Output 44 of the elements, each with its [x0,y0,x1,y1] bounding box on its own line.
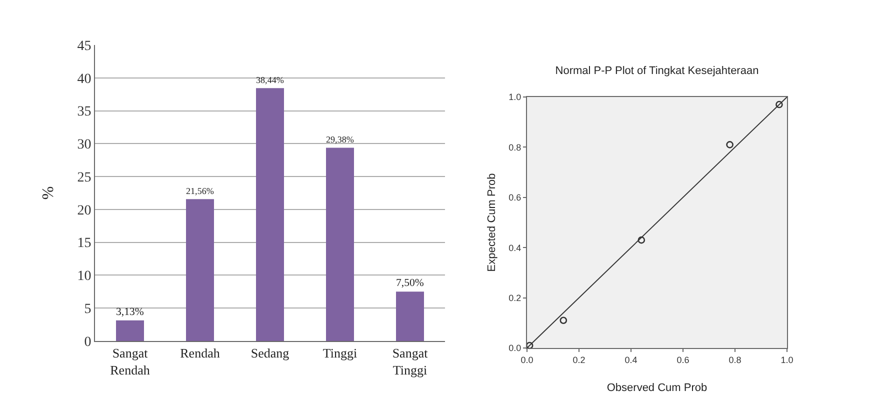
y-axis-title: Expected Cum Prob [486,173,498,272]
y-axis-title: % [40,186,57,200]
point [560,316,568,324]
x-tick-label: Rendah [180,346,220,361]
y-tick-label: 0.8 [508,142,522,152]
x-tick-label: 0.0 [520,354,534,365]
data-label: 21,56% [186,186,214,196]
x-tick-label: Sangat Rendah [110,346,150,378]
bar [326,148,354,341]
bar [186,199,214,341]
point [726,141,734,148]
y-tick-label: 10 [77,269,92,284]
y-tick-label: 0 [84,334,92,350]
point [776,100,783,108]
x-tick-label: Sedang [250,346,290,361]
data-label: 3,13% [116,306,144,318]
y-tick-label: 15 [77,236,92,252]
y-tick-label: 30 [77,138,92,153]
y-tick-label: 5 [84,302,92,318]
x-tick-label: 0.4 [624,354,638,365]
y-tick-label: 40 [77,72,92,87]
x-tick-label: 1.0 [780,354,794,365]
bar [116,320,144,341]
bar [256,88,284,341]
data-label: 7,50% [396,277,424,290]
y-tick-label: 45 [77,38,92,54]
x-tick-label: 0.2 [572,354,586,365]
data-label: 38,44% [256,75,284,86]
x-tick-label: Sangat Tinggi [392,346,428,378]
y-tick-label: 25 [77,170,92,186]
y-tick-label: 20 [77,203,92,218]
y-tick-label: 35 [77,104,92,120]
point [638,236,646,244]
data-label: 29,38% [326,134,354,145]
y-tick-label: 0.2 [508,292,522,303]
x-tick-label: 0.6 [676,354,690,365]
chart-title: Normal P-P Plot of Tingkat Kesejahteraan [555,64,759,77]
y-tick-label: 1.0 [508,92,522,102]
y-tick-label: 0.6 [508,192,522,203]
bar [396,292,424,341]
x-axis-title: Observed Cum Prob [606,382,708,394]
y-tick-label: 0.4 [508,242,522,253]
x-tick-label: Tinggi [322,346,358,361]
x-tick-label: 0.8 [728,354,742,365]
